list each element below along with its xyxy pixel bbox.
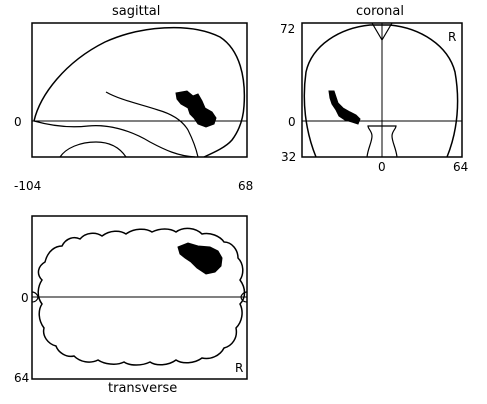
- sagittal-x-max-label: 68: [238, 179, 254, 193]
- coronal-title: coronal: [356, 4, 404, 19]
- coronal-x-zero-label: 0: [378, 160, 386, 174]
- transverse-origin-tick: 0: [21, 291, 29, 305]
- transverse-brain-outline: [37, 227, 246, 366]
- sagittal-x-min-label: -104: [14, 179, 42, 193]
- transverse-title: transverse: [108, 381, 178, 396]
- coronal-x-max-label: 64: [453, 160, 469, 174]
- coronal-brain-outline: [303, 24, 459, 158]
- sagittal-temporal-contour: [33, 120, 196, 158]
- sagittal-title: sagittal: [112, 4, 161, 19]
- coronal-activation-blob: [328, 90, 361, 125]
- transverse-y-bottom-label: 64: [14, 371, 30, 385]
- coronal-origin-tick: 0: [288, 115, 296, 129]
- coronal-y-bottom-label: 32: [281, 150, 297, 164]
- transverse-activation-blob: [177, 242, 223, 275]
- coronal-y-top-label: 72: [280, 22, 296, 36]
- sagittal-origin-tick: 0: [14, 115, 22, 129]
- coronal-right-marker: R: [448, 30, 457, 44]
- sagittal-sulcus-contour: [105, 91, 199, 158]
- coronal-brainstem: [366, 125, 398, 158]
- sagittal-activation-blob: [175, 90, 217, 128]
- transverse-right-marker: R: [235, 361, 244, 375]
- sagittal-frame: [31, 22, 248, 158]
- sagittal-brain-outline: [33, 26, 246, 158]
- sagittal-cerebellum-contour: [59, 141, 127, 158]
